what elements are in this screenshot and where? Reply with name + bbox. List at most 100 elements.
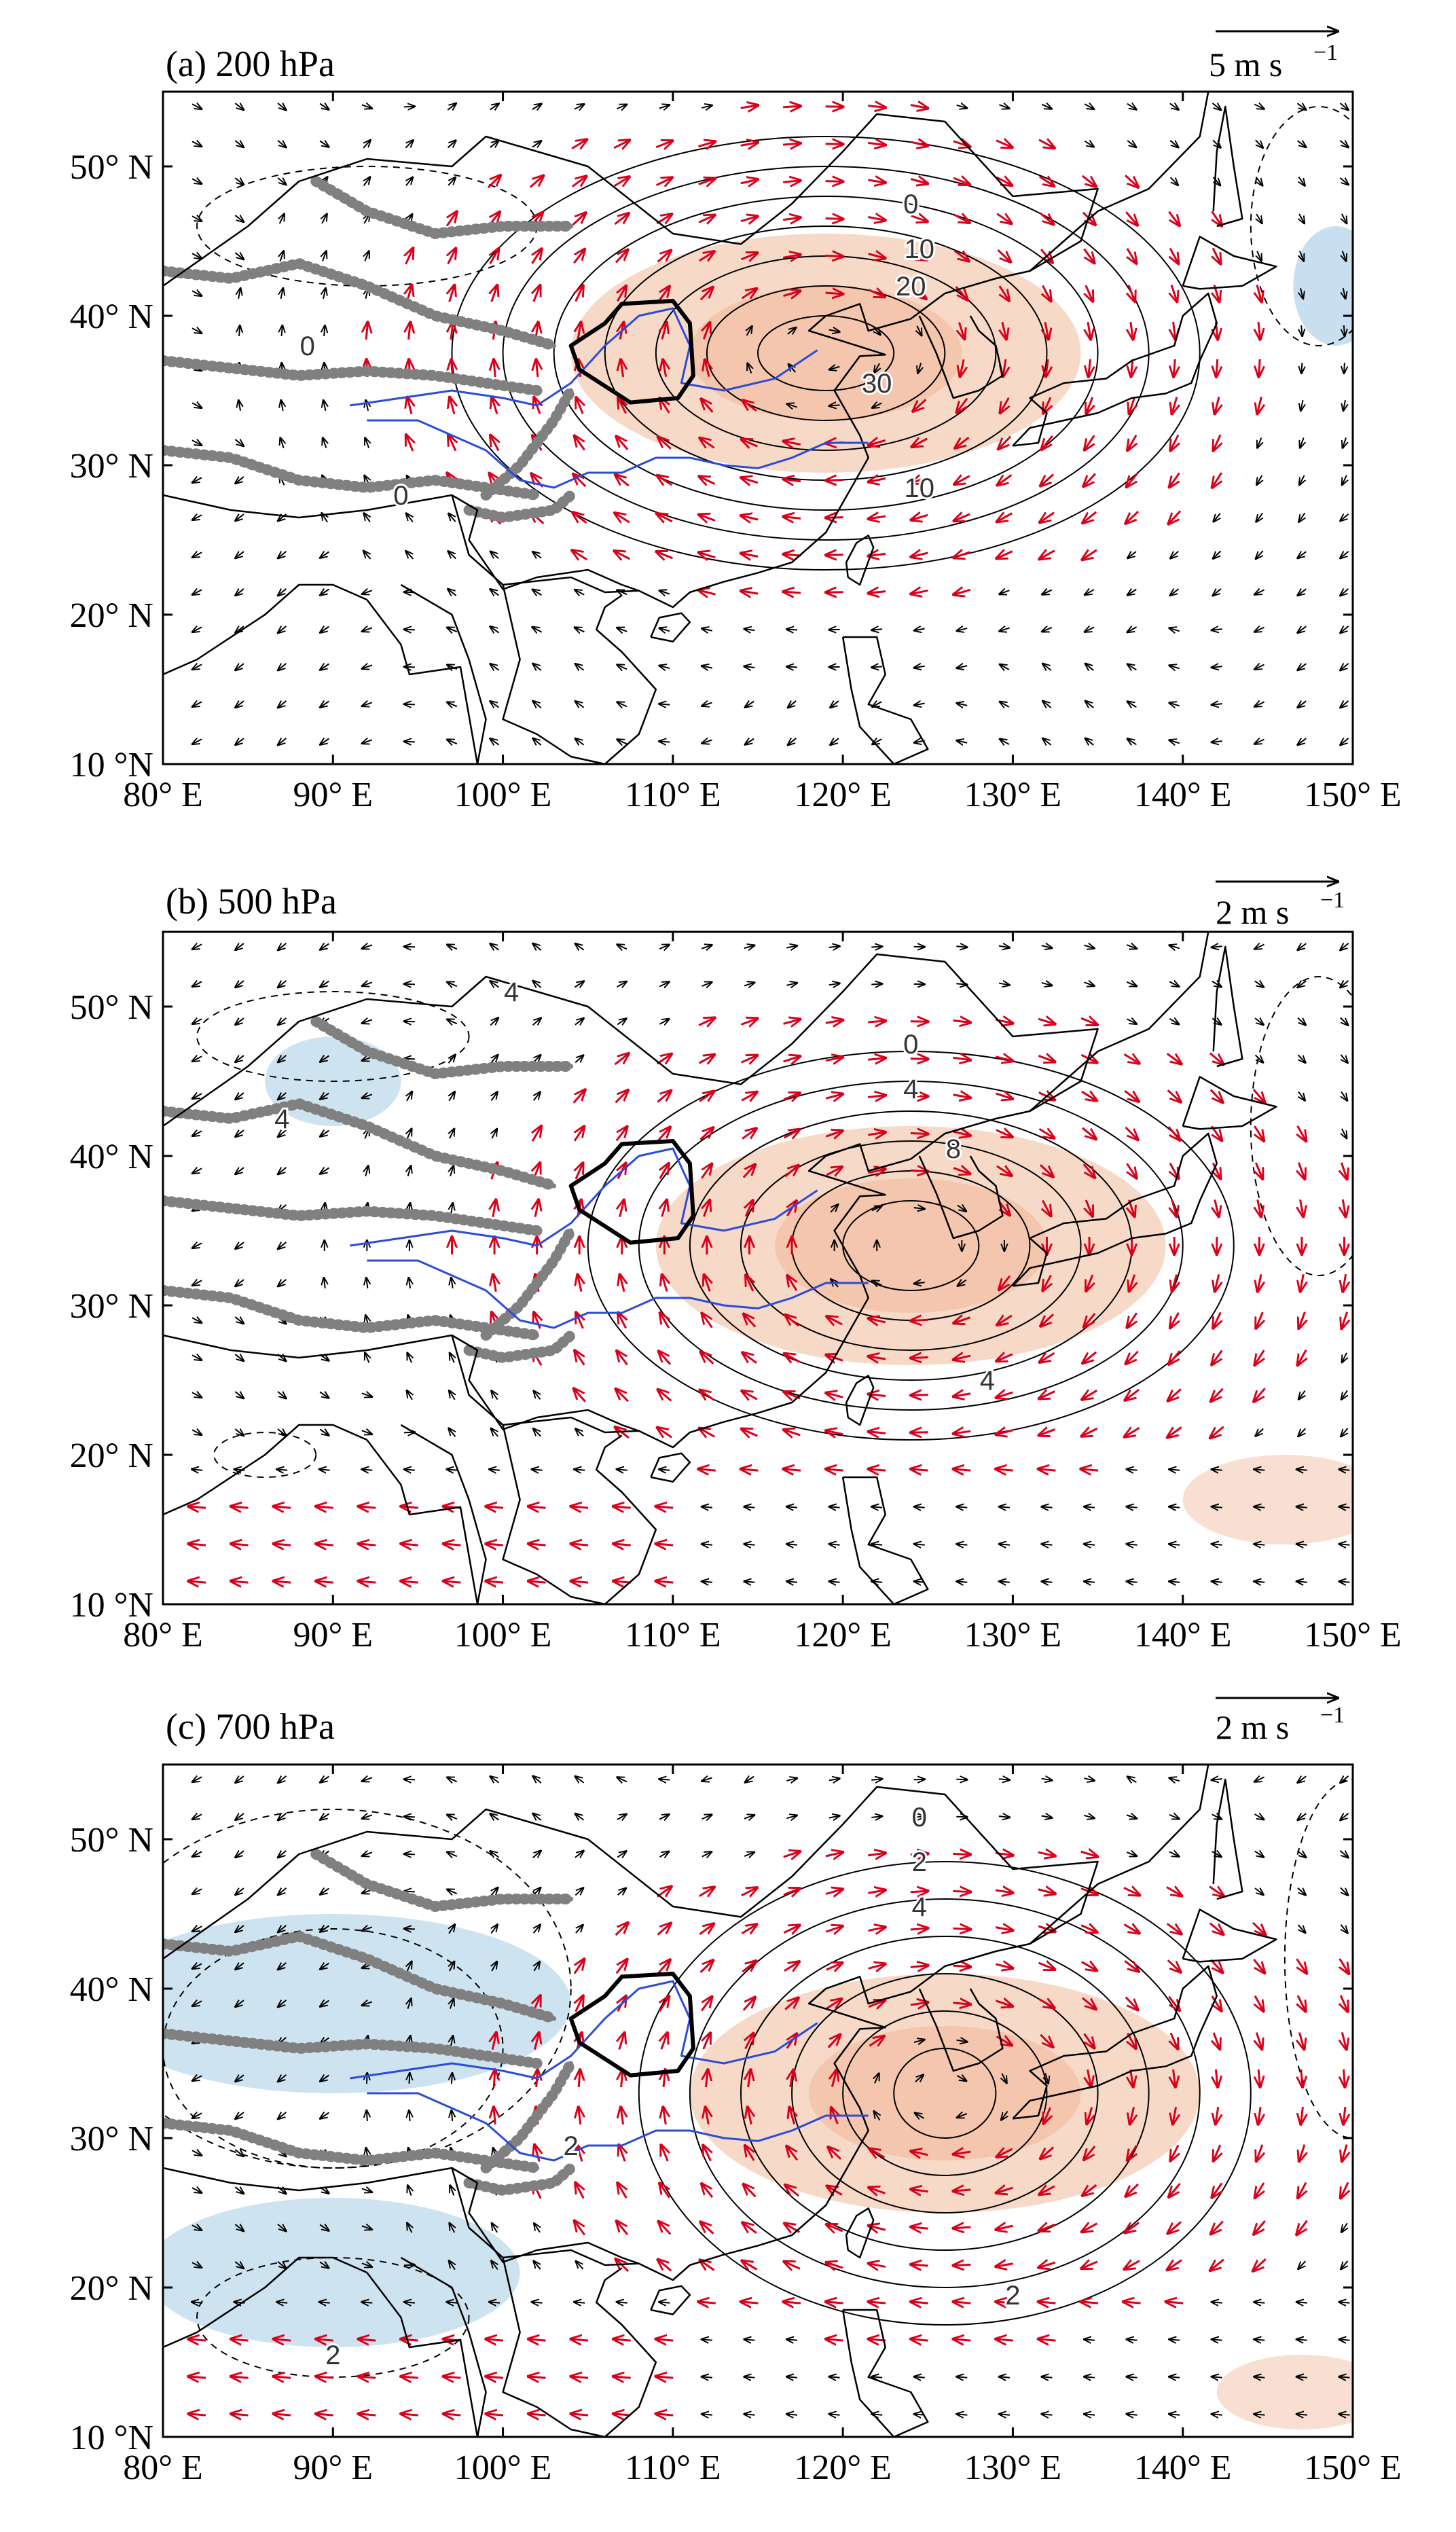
wind-vector xyxy=(407,1353,412,1363)
significant-wind-vector xyxy=(188,1581,206,1582)
significant-wind-vector xyxy=(570,1506,589,1508)
significant-wind-vector xyxy=(911,252,927,260)
significant-wind-vector xyxy=(656,551,673,558)
significant-wind-vector xyxy=(911,1395,928,1396)
wind-vector xyxy=(617,628,627,632)
coastline xyxy=(366,583,487,764)
significant-wind-vector xyxy=(826,1167,842,1175)
wind-vector xyxy=(1170,589,1180,596)
significant-wind-vector xyxy=(615,1127,627,1142)
significant-wind-vector xyxy=(1088,321,1091,340)
wind-vector xyxy=(786,667,798,668)
significant-wind-vector xyxy=(448,248,456,265)
x-tick-label: 100° E xyxy=(454,776,552,814)
significant-wind-vector xyxy=(614,551,631,559)
wind-vector xyxy=(1343,287,1346,299)
significant-wind-vector xyxy=(614,213,630,225)
significant-wind-vector xyxy=(698,215,715,223)
wind-vector xyxy=(872,403,882,408)
wind-vector xyxy=(192,253,202,259)
wind-vector xyxy=(192,1355,202,1360)
wind-vector xyxy=(192,1168,202,1174)
significant-wind-vector xyxy=(911,515,928,520)
x-tick-label: 150° E xyxy=(1304,1616,1402,1654)
wind-vector xyxy=(1127,627,1138,632)
wind-vector xyxy=(319,1469,330,1470)
wind-vector xyxy=(914,629,925,631)
significant-wind-vector xyxy=(572,550,588,560)
contour-label: 4 xyxy=(980,1366,995,1396)
wind-vector xyxy=(1212,666,1222,668)
significant-wind-vector xyxy=(1125,1388,1140,1400)
negative-contour xyxy=(1250,976,1353,1276)
significant-wind-vector xyxy=(1167,1426,1182,1437)
significant-wind-vector xyxy=(996,1430,1013,1434)
wind-vector xyxy=(192,664,202,670)
wind-vector xyxy=(490,664,500,670)
significant-wind-vector xyxy=(1167,1126,1180,1140)
wind-vector xyxy=(999,590,1010,594)
x-tick-label: 90° E xyxy=(293,1616,374,1654)
significant-wind-vector xyxy=(1082,1163,1095,1178)
significant-wind-vector xyxy=(996,1354,1013,1361)
x-tick-label: 120° E xyxy=(794,2448,892,2487)
significant-wind-vector xyxy=(698,141,715,146)
x-tick-label: 130° E xyxy=(964,776,1062,814)
wind-vector xyxy=(999,628,1010,631)
wind-vector xyxy=(829,367,840,369)
wind-vector xyxy=(1213,589,1222,596)
significant-wind-vector xyxy=(740,143,759,146)
significant-wind-vector xyxy=(493,1274,496,1292)
panel-title: (b) 500 hPa xyxy=(166,881,337,922)
significant-wind-vector xyxy=(704,323,710,340)
significant-wind-vector xyxy=(618,397,626,414)
significant-wind-vector xyxy=(1169,472,1180,487)
significant-wind-vector xyxy=(575,1126,584,1142)
wind-vector xyxy=(192,944,202,950)
wind-vector xyxy=(1042,738,1052,745)
contour-label: 20 xyxy=(896,272,926,302)
wind-vector xyxy=(575,590,585,594)
x-tick-label: 90° E xyxy=(293,776,374,814)
wind-vector xyxy=(490,551,499,558)
significant-wind-vector xyxy=(1038,1019,1055,1024)
significant-wind-vector xyxy=(188,1506,206,1508)
y-tick-label: 20° N xyxy=(70,1436,153,1475)
wind-vector xyxy=(192,1469,203,1470)
wind-vector xyxy=(747,326,752,336)
wind-vector xyxy=(320,1056,329,1062)
wind-vector xyxy=(449,1055,456,1064)
significant-wind-vector xyxy=(1039,212,1054,225)
significant-wind-vector xyxy=(783,291,801,295)
wind-vector xyxy=(448,177,456,186)
wind-vector xyxy=(1085,590,1095,595)
significant-wind-vector xyxy=(231,1581,249,1582)
significant-wind-vector xyxy=(662,1275,667,1292)
wind-vector xyxy=(192,179,202,184)
significant-wind-vector xyxy=(366,322,367,340)
significant-wind-vector xyxy=(996,177,1012,185)
significant-wind-vector xyxy=(573,249,585,264)
wind-vector xyxy=(1084,1581,1095,1582)
wind-vector xyxy=(575,628,585,632)
wind-vector xyxy=(448,551,456,560)
contour-label: 2 xyxy=(1005,2281,1020,2311)
significant-wind-vector xyxy=(953,1020,970,1022)
significant-wind-vector xyxy=(955,436,970,448)
significant-wind-vector xyxy=(1213,247,1220,264)
wind-vector xyxy=(786,983,797,985)
wind-vector xyxy=(362,702,373,706)
anomaly-contour xyxy=(451,136,1201,571)
x-tick-label: 150° E xyxy=(1304,2448,1402,2487)
significant-wind-vector xyxy=(741,554,759,557)
significant-wind-vector xyxy=(486,1506,504,1508)
significant-wind-vector xyxy=(615,249,628,264)
y-tick-label: 10 °N xyxy=(70,746,153,784)
significant-wind-vector xyxy=(740,253,757,259)
wind-vector xyxy=(744,666,755,668)
significant-wind-vector xyxy=(699,287,713,301)
y-tick-label: 30° N xyxy=(70,2120,153,2158)
wind-vector xyxy=(235,477,244,484)
y-tick-label: 10 °N xyxy=(70,2419,153,2457)
wind-vector xyxy=(491,1428,499,1437)
